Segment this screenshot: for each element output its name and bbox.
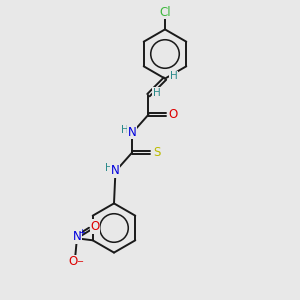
- Text: H: H: [169, 71, 177, 81]
- Text: S: S: [153, 146, 160, 159]
- Text: −: −: [76, 257, 83, 266]
- Text: O: O: [91, 220, 100, 233]
- Text: N: N: [111, 164, 120, 177]
- Text: O: O: [69, 255, 78, 268]
- Text: O: O: [168, 108, 178, 121]
- Text: H: H: [153, 88, 161, 98]
- Text: +: +: [78, 228, 85, 237]
- Text: N: N: [128, 126, 136, 139]
- Text: H: H: [122, 124, 129, 135]
- Text: H: H: [105, 163, 113, 173]
- Text: Cl: Cl: [159, 5, 171, 19]
- Text: N: N: [73, 230, 82, 243]
